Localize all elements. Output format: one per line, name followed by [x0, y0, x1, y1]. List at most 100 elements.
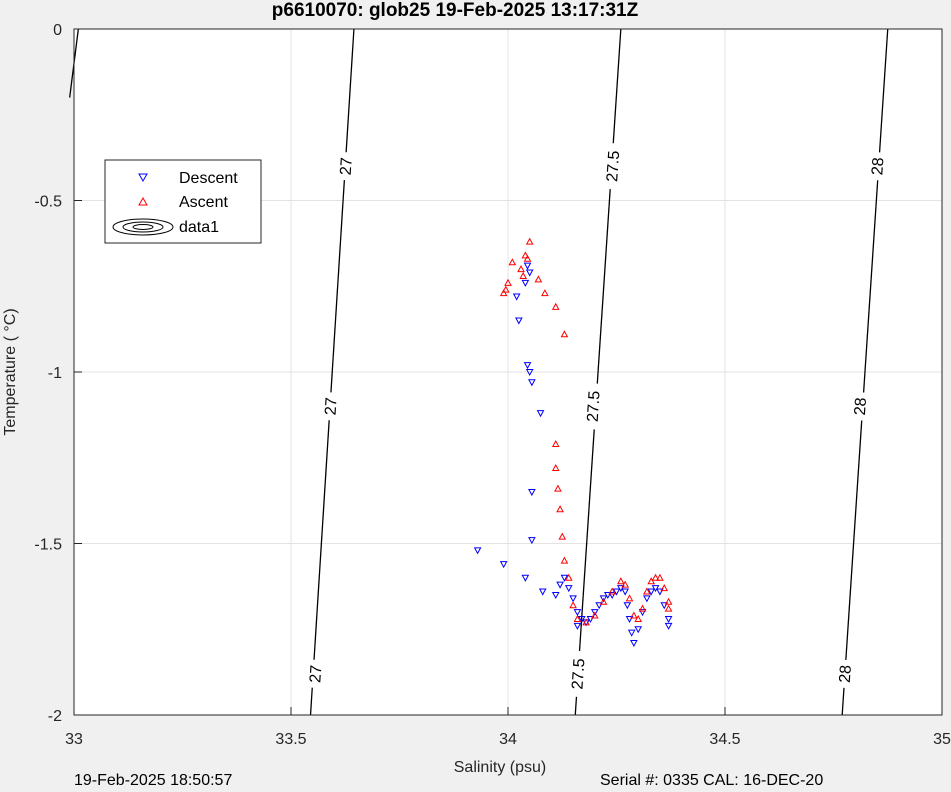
- ascent-point: [630, 611, 638, 619]
- contour-label: 27: [334, 151, 357, 181]
- y-tick-label: 0: [53, 22, 62, 39]
- contour-label: 28: [833, 659, 856, 689]
- descent-point: [564, 585, 573, 593]
- ascent-point: [525, 237, 534, 245]
- contour-label: 27: [319, 391, 341, 421]
- legend-label-descent: Descent: [179, 170, 238, 187]
- ascent-point: [660, 584, 669, 592]
- descent-point: [528, 489, 536, 497]
- density-contour-line: [841, 28, 889, 716]
- contour-label: 27.5: [565, 650, 589, 698]
- y-axis-label: Temperature ( °C): [2, 308, 19, 435]
- ascent-point: [560, 330, 569, 338]
- ascent-point: [523, 254, 532, 262]
- density-contour-line: [309, 28, 355, 716]
- descent-point: [608, 591, 617, 599]
- descent-point: [623, 602, 632, 610]
- density-contours: 27 27 27 27.5 27.5 27.5 28 28 28: [69, 28, 889, 716]
- series-descent: [473, 262, 673, 648]
- descent-point: [556, 581, 564, 589]
- ascent-point: [647, 577, 656, 585]
- contour-label-background: [304, 659, 326, 689]
- y-tick-label: -0.5: [34, 194, 62, 211]
- y-tick-label: -1: [48, 365, 62, 382]
- contour-label: 27.5: [600, 142, 624, 190]
- ascent-point: [616, 577, 625, 585]
- ascent-point: [521, 251, 530, 259]
- ascent-point: [517, 265, 525, 273]
- ascent-point: [573, 614, 582, 622]
- ascent-point: [554, 484, 562, 492]
- ascent-point: [643, 587, 651, 595]
- descent-point: [638, 609, 647, 617]
- ascent-point: [551, 439, 560, 448]
- ascent-point: [656, 573, 664, 581]
- descent-point: [521, 279, 530, 287]
- descent-point: [595, 602, 603, 610]
- ascent-point: [569, 601, 577, 609]
- x-tick-label: 34: [499, 731, 517, 748]
- descent-point: [521, 574, 530, 582]
- descent-point: [651, 585, 660, 593]
- contour-label-text: 28: [837, 664, 855, 683]
- ascent-point: [501, 285, 510, 293]
- ascent-point: [504, 278, 512, 286]
- contour-label: 28: [848, 391, 871, 421]
- legend-label-ascent: Ascent: [179, 194, 228, 211]
- legend-entry-ascent: Ascent: [138, 194, 228, 211]
- ascent-marker-icon: [138, 196, 148, 206]
- contour-glyph-icon: [112, 218, 174, 236]
- contour-label-background: [848, 391, 871, 421]
- contour-label-text: 27: [307, 664, 325, 683]
- descent-point: [573, 622, 582, 630]
- ascent-point: [651, 573, 660, 581]
- x-tick-label: 34.5: [709, 731, 740, 748]
- data-series: [473, 237, 673, 648]
- series-ascent: [499, 237, 673, 626]
- descent-point: [603, 591, 612, 599]
- descent-point: [664, 615, 673, 624]
- ascent-point: [638, 604, 647, 612]
- contour-label: 27: [304, 659, 326, 689]
- contour-label-background: [865, 151, 888, 181]
- ascent-point: [560, 556, 569, 564]
- ascent-point: [582, 618, 590, 626]
- descent-point: [515, 317, 523, 325]
- footer-serial-cal: Serial #: 0335 CAL: 16-DEC-20: [600, 772, 824, 789]
- contour-label: 27.5: [581, 382, 605, 430]
- descent-point: [656, 588, 664, 596]
- ascent-point: [621, 580, 630, 588]
- descent-point: [616, 585, 625, 593]
- ascent-point: [508, 258, 517, 266]
- contour-label-text: 28: [852, 397, 870, 416]
- legend-entry-descent: Descent: [138, 170, 238, 187]
- axis-ticks: 33 33.5 34 34.5 35 0 -0.5 -1 -1.5 -2: [34, 22, 951, 748]
- contour-label-background: [334, 151, 357, 181]
- descent-point: [538, 588, 547, 596]
- descent-point: [536, 410, 545, 418]
- descent-point: [612, 588, 621, 596]
- descent-point: [560, 574, 569, 582]
- contour-label-text: 27.5: [604, 150, 623, 182]
- ascent-point: [551, 463, 560, 472]
- legend-box: [104, 159, 262, 244]
- contour-label-background: [833, 659, 856, 689]
- contour-label: 28: [865, 151, 888, 181]
- descent-point: [473, 547, 482, 555]
- ascent-point: [590, 611, 599, 619]
- ascent-point: [664, 604, 673, 612]
- ascent-point: [558, 532, 567, 540]
- contour-label-background: [319, 391, 341, 421]
- contour-label-text: 27: [323, 397, 341, 416]
- descent-point: [525, 269, 534, 277]
- contour-label-background: [581, 382, 605, 430]
- legend: Descent Ascent data1: [104, 159, 262, 244]
- descent-point: [599, 595, 608, 603]
- chart-title: p6610070: glob25 19-Feb-2025 13:17:31Z: [272, 0, 639, 21]
- ascent-point: [519, 271, 528, 279]
- descent-point: [634, 626, 643, 634]
- ascent-point: [634, 614, 643, 622]
- ascent-point: [534, 275, 543, 283]
- x-tick-label: 33.5: [275, 731, 306, 748]
- descent-point: [523, 262, 532, 270]
